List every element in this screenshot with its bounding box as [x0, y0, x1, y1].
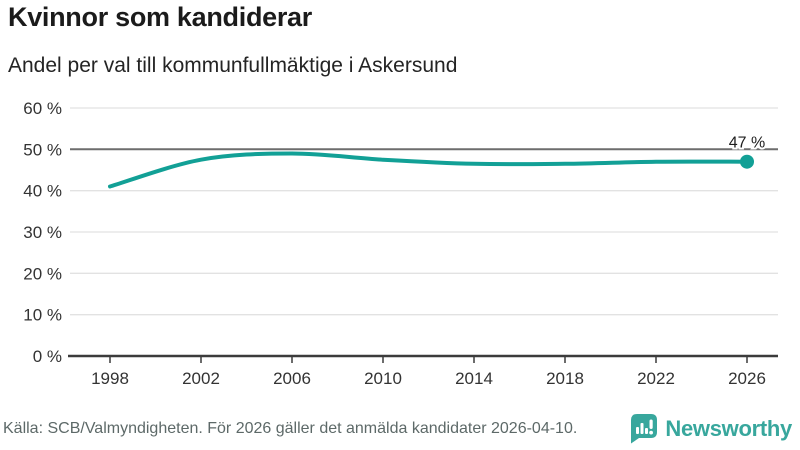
- x-tick-label: 1998: [91, 369, 129, 388]
- y-tick-label: 50 %: [23, 140, 62, 159]
- x-tick-label: 2018: [546, 369, 584, 388]
- brand-name: Newsworthy: [665, 416, 792, 441]
- source-note: Källa: SCB/Valmyndigheten. För 2026 gäll…: [3, 420, 578, 437]
- x-tick-label: 2014: [455, 369, 493, 388]
- y-tick-label: 20 %: [23, 264, 62, 283]
- y-tick-label: 0 %: [33, 347, 62, 366]
- y-tick-label: 30 %: [23, 223, 62, 242]
- x-tick-label: 2002: [182, 369, 220, 388]
- line-chart: 0 % 10 % 20 % 30 % 40 % 50 % 60 % 1998 2002 2006 2…: [23, 99, 778, 388]
- footer: Källa: SCB/Valmyndigheten. För 2026 gäll…: [0, 410, 800, 448]
- end-point-dot: [740, 154, 754, 169]
- end-value-label: 47 %: [729, 135, 765, 152]
- chart-subtitle: Andel per val till kommunfullmäktige i A…: [8, 54, 458, 77]
- newsworthy-logo-icon: [631, 414, 658, 444]
- y-tick-label: 40 %: [23, 182, 62, 201]
- x-tick-label: 2006: [273, 369, 311, 388]
- page-title: Kvinnor som kandiderar: [8, 2, 312, 32]
- y-tick-label: 60 %: [23, 99, 62, 118]
- newsworthy-logo: Newsworthy: [630, 414, 792, 444]
- x-tick-label: 2026: [728, 369, 766, 388]
- chart-area: 0 % 10 % 20 % 30 % 40 % 50 % 60 % 1998 2002 2006 2…: [0, 90, 800, 410]
- x-tick-label: 2010: [364, 369, 402, 388]
- x-tick-label: 2022: [637, 369, 675, 388]
- y-tick-label: 10 %: [23, 306, 62, 325]
- data-line: [108, 151, 749, 189]
